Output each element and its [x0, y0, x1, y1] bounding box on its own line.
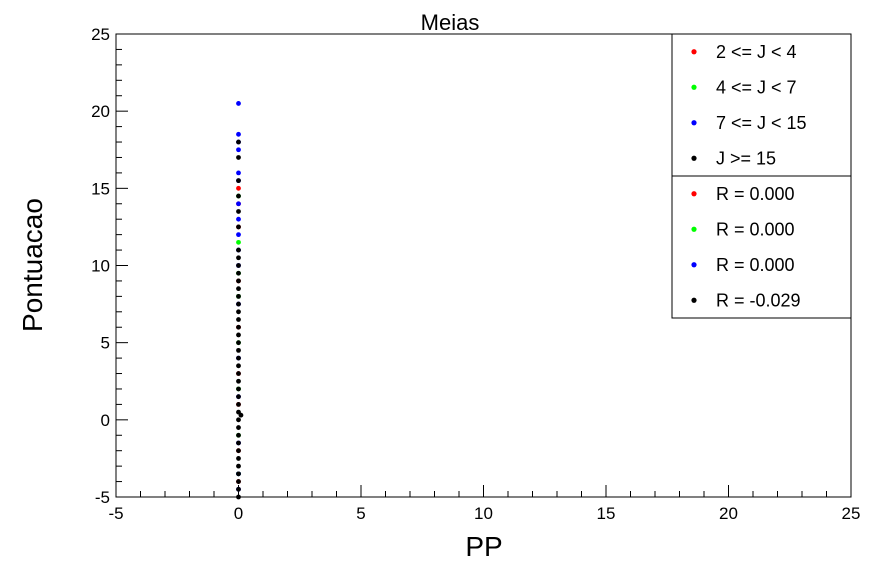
y-tick-label: 5	[101, 334, 110, 353]
data-point	[236, 332, 241, 338]
data-point	[236, 131, 241, 137]
data-points	[236, 101, 244, 500]
legend-series-box	[671, 33, 852, 177]
legend-label: J >= 15	[716, 148, 776, 168]
x-tick-label: -5	[108, 504, 123, 523]
data-point	[236, 270, 241, 276]
data-point	[236, 185, 241, 191]
data-point	[236, 201, 241, 207]
data-point	[236, 101, 241, 106]
legend-label: 4 <= J < 7	[716, 77, 797, 97]
data-point	[236, 301, 241, 307]
legend-label: 7 <= J < 15	[716, 113, 807, 133]
data-point	[236, 293, 241, 299]
data-point	[236, 139, 241, 145]
chart-title: Meias	[421, 10, 480, 35]
data-point	[236, 193, 241, 199]
data-point	[236, 278, 241, 284]
data-point	[238, 412, 244, 418]
legend: 2 <= J < 4 4 <= J < 7 7 <= J < 15 J >= 15 R …	[671, 33, 852, 319]
legend-correlation-label: R = 0.000	[716, 219, 795, 239]
x-tick-label: 25	[842, 504, 861, 523]
y-tick-label: 0	[101, 411, 110, 430]
data-point	[236, 286, 241, 292]
legend-correlation-label: R = -0.029	[716, 290, 801, 310]
data-point	[236, 255, 241, 261]
data-point	[236, 232, 241, 238]
data-point	[236, 324, 241, 330]
data-point	[236, 486, 241, 492]
y-tick-label: -5	[95, 488, 110, 507]
data-point	[236, 417, 241, 423]
data-point	[236, 340, 241, 346]
data-point	[236, 494, 241, 500]
data-point	[236, 394, 241, 400]
legend-correlation-box	[671, 175, 852, 319]
x-tick-label: 20	[719, 504, 738, 523]
data-point	[236, 239, 241, 245]
data-point	[236, 355, 241, 361]
legend-marker	[691, 297, 697, 303]
y-axis-title: Pontuacao	[17, 198, 48, 332]
data-point	[236, 463, 241, 469]
data-point	[236, 347, 241, 353]
x-axis-title: PP	[465, 531, 502, 562]
data-point	[236, 432, 241, 438]
data-point	[236, 471, 241, 477]
data-point	[236, 170, 241, 176]
legend-marker	[691, 155, 697, 161]
data-point	[236, 155, 241, 160]
x-tick-label: 0	[234, 504, 243, 523]
data-point	[236, 371, 241, 376]
data-point	[236, 147, 241, 153]
legend-marker	[691, 84, 697, 90]
y-tick-label: 15	[91, 179, 110, 198]
data-point	[236, 363, 241, 369]
data-point	[236, 317, 241, 322]
y-tick-label: 25	[91, 25, 110, 44]
legend-correlation-label: R = 0.000	[716, 184, 795, 204]
data-point	[236, 178, 241, 184]
x-tick-label: 10	[474, 504, 493, 523]
data-point	[236, 209, 241, 214]
legend-marker	[691, 120, 697, 126]
legend-label: 2 <= J < 4	[716, 42, 797, 62]
data-point	[236, 448, 241, 454]
data-point	[236, 263, 241, 268]
y-tick-label: 20	[91, 102, 110, 121]
data-point	[236, 456, 241, 461]
data-point	[236, 386, 241, 392]
x-tick-label: 15	[597, 504, 616, 523]
data-point	[236, 425, 241, 430]
x-axis: -5 0 5 10 15 20 25	[108, 485, 860, 523]
data-point	[236, 224, 241, 230]
data-point	[236, 247, 241, 253]
legend-marker	[691, 262, 697, 268]
x-tick-label: 5	[356, 504, 365, 523]
data-point	[236, 440, 241, 446]
data-point	[236, 479, 241, 484]
y-tick-label: 10	[91, 257, 110, 276]
legend-marker	[691, 226, 697, 232]
data-point	[236, 378, 241, 384]
data-point	[236, 309, 241, 315]
data-point	[236, 216, 241, 222]
legend-marker	[691, 191, 697, 197]
data-point	[236, 402, 241, 407]
legend-marker	[691, 49, 697, 55]
y-axis: -5 0 5 10 15 20 25	[91, 25, 128, 507]
legend-correlation-label: R = 0.000	[716, 255, 795, 275]
